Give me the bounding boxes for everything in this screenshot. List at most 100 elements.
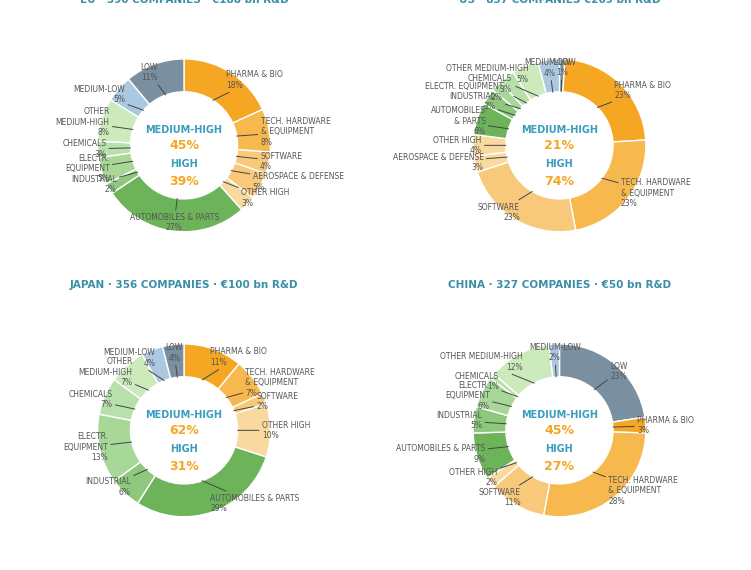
Text: ELECTR. EQUIPMENT
2%: ELECTR. EQUIPMENT 2% — [424, 83, 520, 109]
Text: AUTOMOBILES & PARTS
9%: AUTOMOBILES & PARTS 9% — [396, 444, 508, 463]
Wedge shape — [98, 141, 131, 158]
Text: 21%: 21% — [544, 139, 575, 152]
Wedge shape — [235, 404, 270, 457]
Wedge shape — [474, 152, 508, 172]
Wedge shape — [184, 59, 263, 123]
Text: HIGH: HIGH — [546, 445, 573, 454]
Text: 62%: 62% — [169, 424, 199, 437]
Text: CHEMICALS
7%: CHEMICALS 7% — [68, 390, 135, 409]
Title: CHINA · 327 COMPANIES · €50 bn R&D: CHINA · 327 COMPANIES · €50 bn R&D — [448, 280, 671, 290]
Wedge shape — [112, 175, 242, 232]
Wedge shape — [549, 344, 559, 377]
Text: PHARMA & BIO
3%: PHARMA & BIO 3% — [613, 416, 694, 435]
Text: INDUSTRIAL
2%: INDUSTRIAL 2% — [71, 172, 137, 194]
Text: ELECTR.
EQUIPMENT
5%: ELECTR. EQUIPMENT 5% — [65, 153, 133, 184]
Wedge shape — [494, 345, 553, 396]
Text: OTHER MEDIUM-HIGH
5%: OTHER MEDIUM-HIGH 5% — [446, 64, 538, 96]
Title: JAPAN · 356 COMPANIES · €100 bn R&D: JAPAN · 356 COMPANIES · €100 bn R&D — [70, 280, 298, 290]
Wedge shape — [613, 417, 646, 433]
Wedge shape — [487, 460, 519, 487]
Text: AEROSPACE & DEFENSE
3%: AEROSPACE & DEFENSE 3% — [393, 153, 507, 172]
Text: TECH. HARDWARE
& EQUIPMENT
8%: TECH. HARDWARE & EQUIPMENT 8% — [237, 117, 330, 146]
Wedge shape — [476, 378, 517, 416]
Wedge shape — [114, 355, 158, 399]
Text: AUTOMOBILES & PARTS
29%: AUTOMOBILES & PARTS 29% — [202, 481, 300, 513]
Text: OTHER
MEDIUM-HIGH
7%: OTHER MEDIUM-HIGH 7% — [79, 357, 149, 390]
Text: MEDIUM-HIGH: MEDIUM-HIGH — [521, 410, 598, 420]
Wedge shape — [473, 432, 515, 478]
Title: US · 837 COMPANIES €269 bn R&D: US · 837 COMPANIES €269 bn R&D — [459, 0, 660, 5]
Text: 39%: 39% — [169, 175, 199, 188]
Text: LOW
1%: LOW 1% — [553, 58, 571, 92]
Wedge shape — [538, 59, 559, 93]
Text: SOFTWARE
23%: SOFTWARE 23% — [478, 192, 532, 222]
Text: SOFTWARE
4%: SOFTWARE 4% — [237, 152, 302, 171]
Wedge shape — [473, 407, 508, 433]
Text: TECH. HARDWARE
& EQUIPMENT
7%: TECH. HARDWARE & EQUIPMENT 7% — [226, 368, 315, 398]
Text: SOFTWARE
2%: SOFTWARE 2% — [234, 392, 298, 412]
Text: PHARMA & BIO
23%: PHARMA & BIO 23% — [597, 80, 671, 108]
Wedge shape — [569, 140, 646, 230]
Text: CHEMICALS
3%: CHEMICALS 3% — [468, 74, 526, 103]
Text: MEDIUM-LOW
4%: MEDIUM-LOW 4% — [104, 348, 164, 381]
Text: CHEMICALS
3%: CHEMICALS 3% — [62, 139, 131, 159]
Text: TECH. HARDWARE
& EQUIPMENT
23%: TECH. HARDWARE & EQUIPMENT 23% — [602, 178, 691, 208]
Text: INDUSTRIAL
5%: INDUSTRIAL 5% — [436, 411, 506, 430]
Text: MEDIUM-HIGH: MEDIUM-HIGH — [146, 125, 222, 135]
Wedge shape — [98, 414, 140, 481]
Wedge shape — [98, 153, 136, 184]
Wedge shape — [544, 432, 646, 517]
Text: OTHER
MEDIUM-HIGH
8%: OTHER MEDIUM-HIGH 8% — [56, 107, 133, 137]
Wedge shape — [98, 100, 138, 143]
Wedge shape — [494, 465, 550, 515]
Text: CHEMICALS
1%: CHEMICALS 1% — [455, 372, 517, 397]
Wedge shape — [484, 90, 518, 120]
Wedge shape — [220, 178, 253, 210]
Text: INDUSTRIAL
3%: INDUSTRIAL 3% — [449, 92, 515, 115]
Wedge shape — [513, 62, 546, 100]
Wedge shape — [233, 393, 266, 414]
Wedge shape — [143, 347, 170, 384]
Wedge shape — [162, 344, 184, 378]
Text: MEDIUM-LOW
5%: MEDIUM-LOW 5% — [74, 85, 143, 110]
Text: 31%: 31% — [169, 460, 199, 473]
Wedge shape — [184, 344, 239, 389]
Text: 74%: 74% — [544, 175, 575, 188]
Text: HIGH: HIGH — [170, 445, 198, 454]
Wedge shape — [234, 149, 270, 174]
Wedge shape — [137, 447, 266, 517]
Title: EU · 590 COMPANIES · €188 bn R&D: EU · 590 COMPANIES · €188 bn R&D — [80, 0, 288, 5]
Wedge shape — [99, 380, 140, 420]
Text: ELECTR.
EQUIPMENT
13%: ELECTR. EQUIPMENT 13% — [63, 433, 131, 462]
Wedge shape — [227, 163, 266, 198]
Text: HIGH: HIGH — [546, 160, 573, 169]
Text: MEDIUM-HIGH: MEDIUM-HIGH — [146, 410, 222, 420]
Wedge shape — [474, 104, 512, 139]
Text: OTHER HIGH
2%: OTHER HIGH 2% — [449, 463, 517, 487]
Wedge shape — [478, 162, 576, 232]
Text: AUTOMOBILES & PARTS
27%: AUTOMOBILES & PARTS 27% — [129, 198, 219, 232]
Wedge shape — [562, 59, 646, 142]
Text: 27%: 27% — [544, 460, 575, 473]
Wedge shape — [500, 72, 531, 106]
Wedge shape — [218, 364, 262, 408]
Text: 45%: 45% — [544, 424, 575, 437]
Wedge shape — [490, 374, 519, 398]
Wedge shape — [559, 344, 645, 422]
Text: PHARMA & BIO
11%: PHARMA & BIO 11% — [202, 348, 267, 380]
Text: 45%: 45% — [169, 139, 199, 152]
Text: PHARMA & BIO
18%: PHARMA & BIO 18% — [213, 70, 283, 100]
Text: MEDIUM-LOW
2%: MEDIUM-LOW 2% — [529, 343, 581, 377]
Text: OTHER MEDIUM-HIGH
12%: OTHER MEDIUM-HIGH 12% — [440, 352, 534, 383]
Text: OTHER HIGH
4%: OTHER HIGH 4% — [433, 136, 506, 155]
Text: OTHER HIGH
10%: OTHER HIGH 10% — [237, 421, 310, 440]
Wedge shape — [128, 59, 184, 104]
Wedge shape — [559, 59, 565, 92]
Wedge shape — [473, 135, 506, 156]
Wedge shape — [107, 169, 140, 193]
Text: OTHER HIGH
3%: OTHER HIGH 3% — [223, 182, 289, 208]
Text: LOW
23%: LOW 23% — [594, 361, 628, 390]
Text: HIGH: HIGH — [170, 160, 198, 169]
Text: MEDIUM-LOW
4%: MEDIUM-LOW 4% — [524, 59, 575, 92]
Text: AUTOMOBILES
& PARTS
6%: AUTOMOBILES & PARTS 6% — [430, 107, 508, 136]
